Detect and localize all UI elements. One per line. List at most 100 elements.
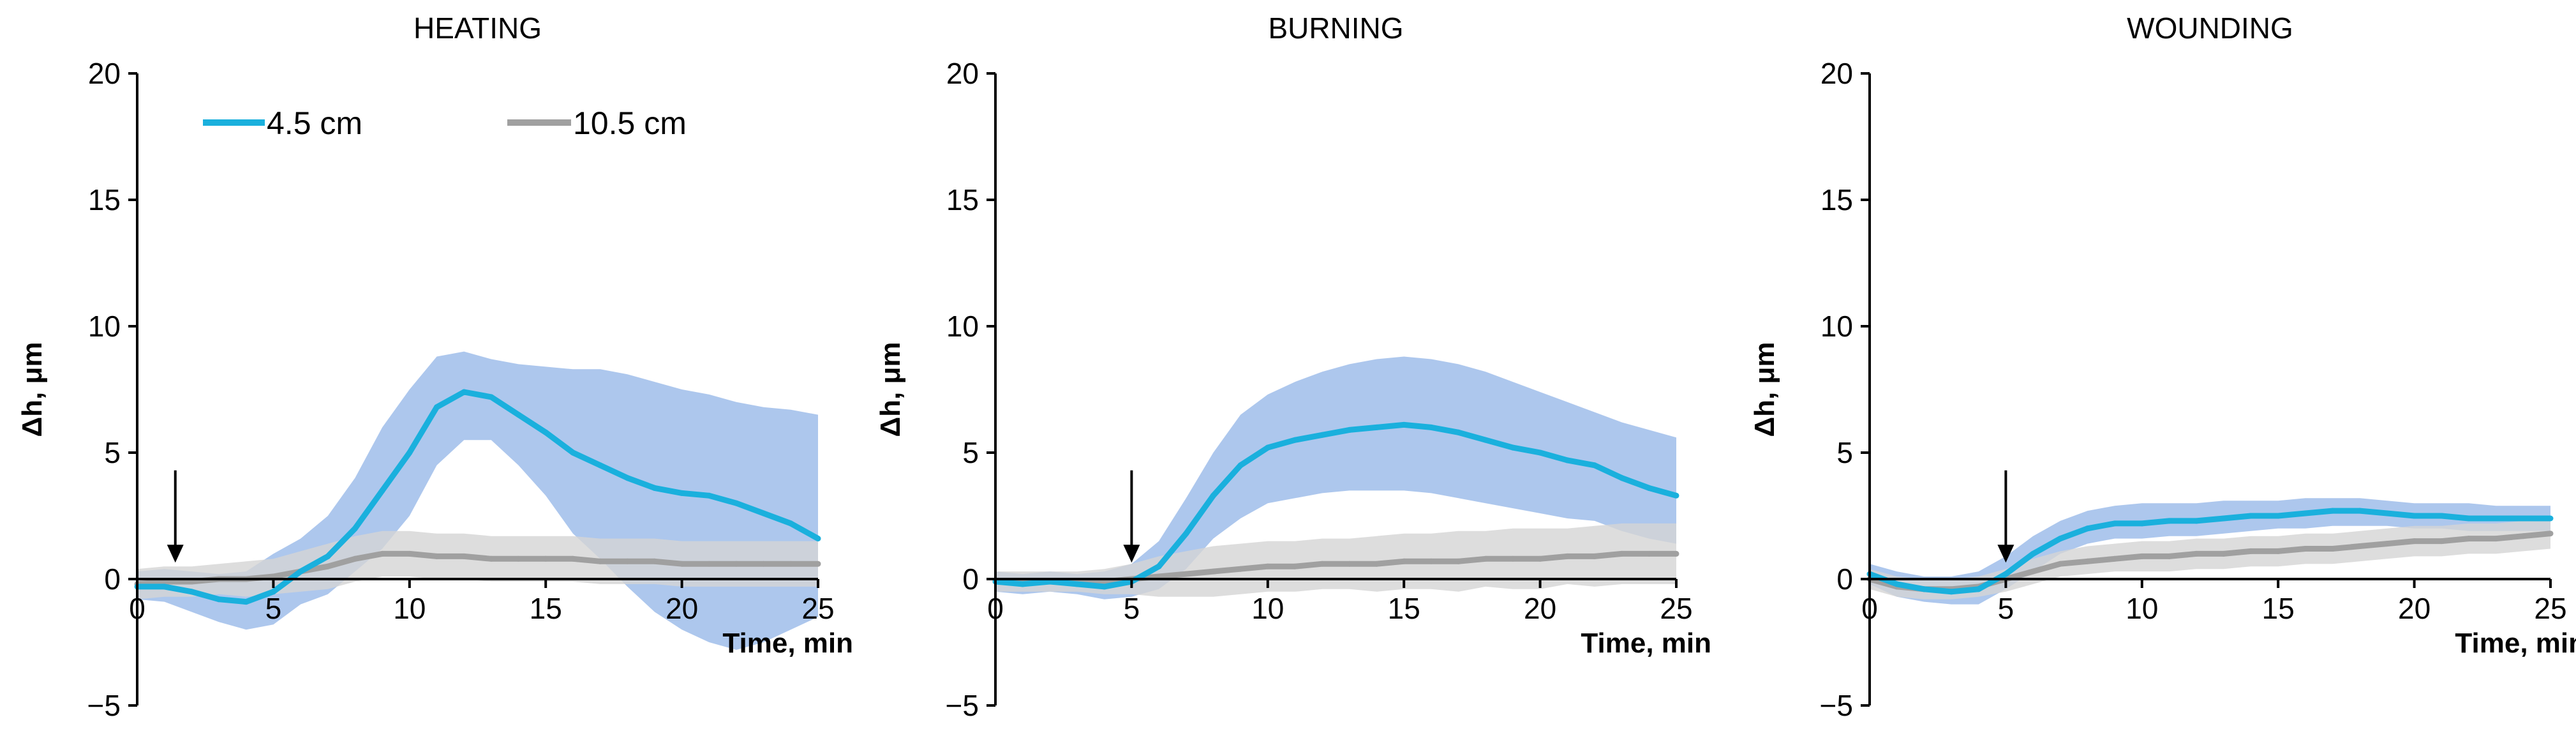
data-point [1428,424,1434,430]
x-tick-label: 25 [1660,592,1692,625]
data-point [1020,581,1026,587]
x-tick-label: 20 [666,592,698,625]
data-point [2030,568,2036,575]
data-point [1510,555,1516,562]
y-tick-label: 5 [962,436,979,469]
data-point [2411,513,2418,519]
data-point [1591,462,1598,469]
stimulus-arrow-head [1997,545,2014,563]
data-point [2057,561,2064,567]
data-point [406,550,413,557]
data-point [1482,555,1489,562]
data-point [461,553,467,559]
data-point [1894,581,1900,587]
data-point [2520,533,2526,539]
data-point [2356,508,2363,514]
data-point [733,500,740,506]
data-point [542,429,549,435]
data-point [352,555,358,562]
confidence-band-near [1870,498,2550,605]
x-tick-label: 5 [265,592,282,625]
data-point [1156,563,1162,569]
x-tick-label: 25 [801,592,834,625]
data-point [2139,520,2145,527]
data-point [706,492,712,499]
data-point [1210,492,1216,499]
x-tick-label: 5 [1124,592,1140,625]
data-point [2084,525,2090,532]
y-tick-label: 0 [962,562,979,596]
data-point [2330,546,2336,552]
x-axis-label: Time, min [1581,628,1711,659]
data-point [1265,563,1271,569]
data-point [1401,421,1407,428]
data-point [2411,538,2418,545]
y-tick-label: 10 [88,310,121,343]
data-point [651,558,658,564]
data-point [2493,536,2499,542]
data-point [2547,531,2554,537]
data-point [1346,426,1353,433]
data-point [1074,581,1080,587]
data-point [1456,429,1462,435]
data-point [379,487,385,494]
data-point [406,449,413,456]
data-point [2002,571,2009,577]
data-point [1237,462,1244,469]
data-point [787,520,794,527]
x-axis-label: Time, min [2455,628,2576,659]
data-point [2384,541,2390,547]
x-tick-label: 10 [393,592,426,625]
x-tick-label: 25 [2534,592,2566,625]
data-point [188,589,195,595]
data-point [2466,515,2472,522]
x-tick-label: 20 [1524,592,1556,625]
data-point [2520,515,2526,522]
data-point [1292,437,1298,443]
y-tick-label: 0 [104,562,121,596]
series-line-near [1868,508,2550,595]
data-point [216,596,222,603]
data-point [651,485,658,491]
data-point [1319,432,1325,438]
data-point [270,589,276,595]
data-point [2084,558,2090,564]
data-point [1456,558,1462,564]
y-tick-label: 15 [1820,183,1853,216]
y-tick-label: 20 [1820,57,1853,90]
legend: 4.5 cm 10.5 cm [203,105,687,141]
data-point [1482,437,1489,443]
series-line-near [137,389,820,605]
y-axis-label: Δh, μm [1749,342,1780,437]
x-tick-label: 5 [1998,592,2014,625]
data-point [624,475,630,481]
data-point [1564,553,1570,559]
data-point [2384,510,2390,516]
data-point [679,490,685,496]
data-point [2438,513,2445,519]
data-point [1646,550,1652,557]
data-point [1265,444,1271,451]
data-point [761,561,767,567]
data-point [434,404,440,411]
data-point [488,394,495,400]
data-point [243,599,249,605]
x-tick-label: 15 [530,592,562,625]
y-tick-label: 10 [946,310,979,343]
data-point [2438,538,2445,545]
x-tick-label: 0 [987,592,1004,625]
y-tick-label: 15 [946,183,979,216]
data-point [2193,550,2200,557]
y-tick-label: −5 [946,689,979,722]
x-tick-label: 20 [2398,592,2431,625]
data-point [1101,584,1108,590]
data-point [2356,543,2363,549]
data-point [1673,550,1679,557]
chart-title: WOUNDING [2127,11,2293,45]
y-axis-label: Δh, μm [875,342,906,437]
data-point [1510,444,1516,451]
data-point [2057,536,2064,542]
data-point [1948,589,1954,595]
